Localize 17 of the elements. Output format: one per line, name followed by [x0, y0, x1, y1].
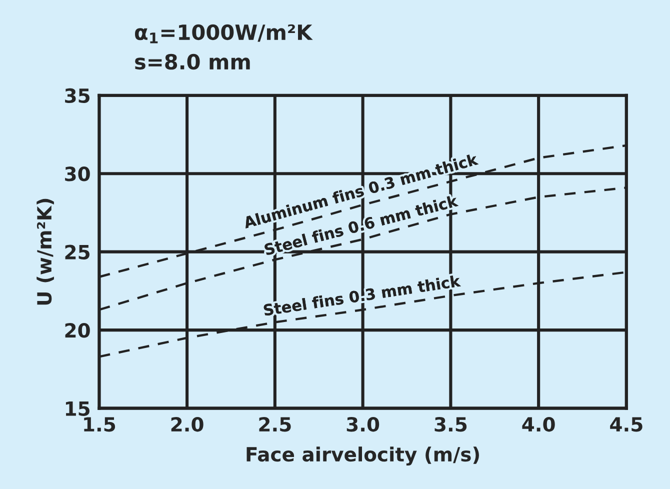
x-tick-label: 4.5	[610, 417, 642, 432]
y-axis-title: U (w/m²K)	[36, 198, 54, 305]
y-tick-label: 30	[65, 166, 90, 182]
x-tick-label: 3.5	[434, 416, 467, 432]
text: Steel fins 0.3 mm thick	[263, 274, 461, 316]
x-tick-label: 2.5	[259, 416, 291, 432]
y-tick-label: 15	[66, 402, 90, 416]
x-axis-title: Face airvelocity (m/s)	[246, 446, 479, 466]
x-tick-label: 3.0	[346, 416, 380, 432]
text: α$_{1}$=1000W/m²K	[135, 24, 313, 44]
y-tick-label: 25	[65, 244, 90, 260]
x-tick-label: 4.0	[522, 416, 555, 432]
x-tick-label: 1.5	[84, 417, 116, 432]
x-tick-label: 2.0	[171, 416, 204, 432]
y-tick-label: 20	[65, 323, 90, 338]
text: s=8.0 mm	[135, 54, 250, 70]
y-tick-label: 35	[65, 88, 90, 104]
